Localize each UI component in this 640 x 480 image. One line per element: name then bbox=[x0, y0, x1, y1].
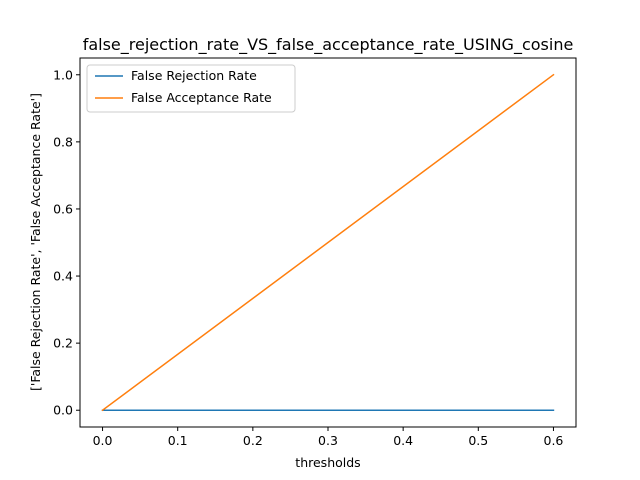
x-tick-label: 0.1 bbox=[168, 433, 188, 448]
series-line-false-acceptance-rate bbox=[101, 73, 555, 412]
y-tick-label: 0.8 bbox=[53, 134, 73, 149]
x-axis-label: thresholds bbox=[295, 455, 360, 470]
y-axis: 0.0 0.2 0.4 0.6 0.8 1.0 bbox=[53, 67, 80, 418]
x-axis: 0.0 0.1 0.2 0.3 0.4 0.5 0.6 bbox=[93, 427, 564, 448]
legend-label-false-rejection-rate: False Rejection Rate bbox=[131, 68, 257, 83]
y-tick-label: 1.0 bbox=[53, 67, 73, 82]
y-axis-label: ['False Rejection Rate', 'False Acceptan… bbox=[28, 93, 43, 391]
x-tick-label: 0.4 bbox=[393, 433, 413, 448]
x-tick-label: 0.6 bbox=[544, 433, 564, 448]
chart-title: false_rejection_rate_VS_false_acceptance… bbox=[83, 35, 574, 55]
y-tick-label: 0.0 bbox=[53, 403, 73, 418]
legend-box bbox=[86, 64, 296, 113]
plot-area bbox=[101, 73, 555, 412]
y-tick-label: 0.4 bbox=[53, 269, 73, 284]
x-tick-label: 0.2 bbox=[243, 433, 263, 448]
x-tick-label: 0.0 bbox=[93, 433, 113, 448]
y-tick-label: 0.2 bbox=[53, 336, 73, 351]
legend-label-false-acceptance-rate: False Acceptance Rate bbox=[131, 90, 272, 105]
x-tick-label: 0.5 bbox=[468, 433, 488, 448]
legend: False Rejection Rate False Acceptance Ra… bbox=[86, 64, 296, 113]
y-tick-label: 0.6 bbox=[53, 201, 73, 216]
x-tick-label: 0.3 bbox=[318, 433, 338, 448]
